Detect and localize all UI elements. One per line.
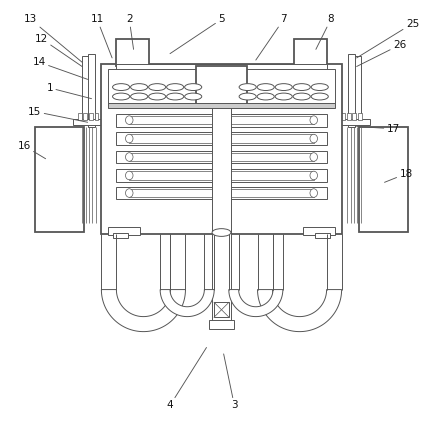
Text: 25: 25: [357, 18, 419, 58]
Bar: [108, 103, 335, 108]
Ellipse shape: [113, 93, 130, 100]
Bar: [82, 56, 94, 122]
Text: 11: 11: [90, 14, 112, 58]
Bar: [212, 107, 231, 234]
Ellipse shape: [310, 153, 318, 161]
Bar: [108, 69, 209, 105]
Ellipse shape: [310, 134, 318, 143]
Ellipse shape: [131, 84, 148, 91]
Bar: [352, 113, 356, 120]
Bar: [359, 127, 408, 232]
Bar: [234, 69, 335, 105]
Bar: [117, 169, 326, 182]
Bar: [94, 113, 98, 120]
Bar: [89, 113, 93, 120]
Bar: [129, 116, 314, 124]
Bar: [358, 113, 362, 120]
Text: 13: 13: [24, 14, 82, 62]
Bar: [348, 54, 355, 127]
Bar: [78, 113, 82, 120]
Bar: [214, 302, 229, 317]
Bar: [129, 171, 314, 180]
Bar: [108, 227, 140, 235]
Text: 26: 26: [357, 40, 406, 66]
Ellipse shape: [275, 93, 292, 100]
Ellipse shape: [125, 153, 133, 161]
Ellipse shape: [257, 93, 274, 100]
Ellipse shape: [148, 93, 166, 100]
Ellipse shape: [125, 189, 133, 197]
Text: 7: 7: [256, 14, 287, 60]
Bar: [303, 227, 335, 235]
Ellipse shape: [239, 93, 256, 100]
Polygon shape: [257, 290, 342, 332]
Bar: [129, 153, 314, 161]
Ellipse shape: [293, 84, 310, 91]
Ellipse shape: [310, 171, 318, 180]
Bar: [341, 113, 345, 120]
Ellipse shape: [131, 93, 148, 100]
Bar: [315, 233, 330, 238]
Bar: [83, 113, 87, 120]
Bar: [212, 232, 231, 324]
Bar: [117, 64, 326, 71]
Bar: [347, 113, 350, 120]
Ellipse shape: [275, 84, 292, 91]
Ellipse shape: [239, 84, 256, 91]
Ellipse shape: [185, 84, 202, 91]
Ellipse shape: [167, 93, 184, 100]
Ellipse shape: [167, 84, 184, 91]
Bar: [196, 66, 247, 107]
Text: 12: 12: [35, 33, 82, 66]
Bar: [209, 320, 234, 329]
Ellipse shape: [310, 189, 318, 197]
Text: 8: 8: [316, 14, 334, 49]
Ellipse shape: [311, 93, 328, 100]
Ellipse shape: [125, 116, 133, 124]
Text: 16: 16: [18, 141, 46, 159]
Ellipse shape: [311, 84, 328, 91]
Bar: [117, 151, 326, 163]
Ellipse shape: [257, 84, 274, 91]
Text: 5: 5: [170, 14, 225, 54]
Bar: [101, 64, 342, 234]
Bar: [337, 119, 369, 125]
Bar: [117, 132, 326, 145]
Text: 4: 4: [167, 347, 206, 411]
Polygon shape: [229, 290, 283, 317]
Text: 14: 14: [32, 57, 88, 79]
Text: 2: 2: [126, 14, 133, 49]
Bar: [117, 39, 148, 66]
Polygon shape: [160, 290, 214, 317]
Ellipse shape: [293, 93, 310, 100]
Bar: [88, 54, 95, 127]
Ellipse shape: [125, 134, 133, 143]
Bar: [295, 39, 326, 66]
Ellipse shape: [148, 84, 166, 91]
Polygon shape: [101, 290, 186, 332]
Bar: [117, 187, 326, 199]
Bar: [129, 134, 314, 143]
Ellipse shape: [125, 171, 133, 180]
Ellipse shape: [185, 93, 202, 100]
Text: 15: 15: [28, 106, 88, 122]
Text: 18: 18: [385, 169, 412, 182]
Bar: [349, 56, 361, 122]
Text: 3: 3: [224, 354, 238, 411]
Bar: [35, 127, 84, 232]
Bar: [74, 119, 106, 125]
Ellipse shape: [310, 116, 318, 124]
Text: 17: 17: [357, 124, 400, 134]
Bar: [117, 114, 326, 127]
Bar: [113, 233, 128, 238]
Ellipse shape: [113, 84, 130, 91]
Text: 1: 1: [47, 83, 92, 99]
Bar: [129, 189, 314, 197]
Ellipse shape: [212, 229, 231, 236]
